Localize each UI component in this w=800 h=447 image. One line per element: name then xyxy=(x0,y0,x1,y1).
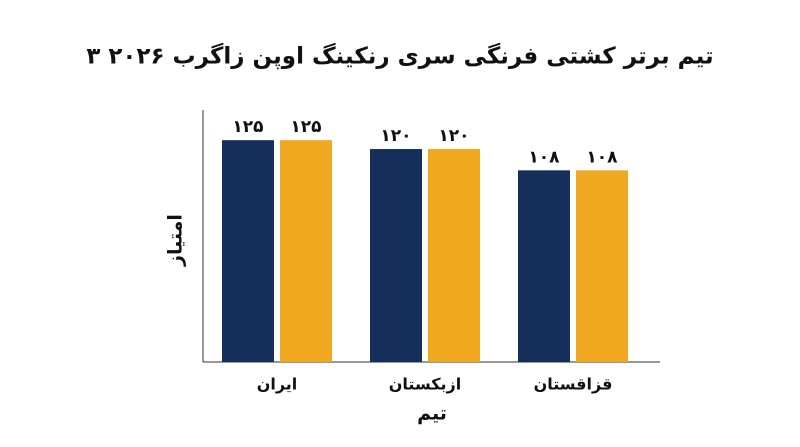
x-axis-label: تیم xyxy=(417,403,447,425)
x-tick-label: قزاقستان xyxy=(534,375,613,394)
x-tick-label: ازبکستان xyxy=(389,375,461,394)
bar xyxy=(280,140,332,362)
chart-title: ۳ تیم برتر کشتی فرنگی سری رنکینگ اوپن زا… xyxy=(86,43,713,70)
value-label: ۱۲۵ xyxy=(232,117,263,137)
bar xyxy=(428,149,480,362)
bar xyxy=(576,170,628,362)
value-label: ۱۲۰ xyxy=(438,126,469,146)
bar xyxy=(222,140,274,362)
bar xyxy=(370,149,422,362)
value-label: ۱۰۸ xyxy=(586,147,618,167)
bar xyxy=(518,170,570,362)
y-axis-label: امتیاز xyxy=(165,214,187,267)
value-label: ۱۲۵ xyxy=(290,117,321,137)
value-label: ۱۰۸ xyxy=(528,147,560,167)
x-tick-label: ایران xyxy=(257,375,298,394)
value-label: ۱۲۰ xyxy=(380,126,411,146)
